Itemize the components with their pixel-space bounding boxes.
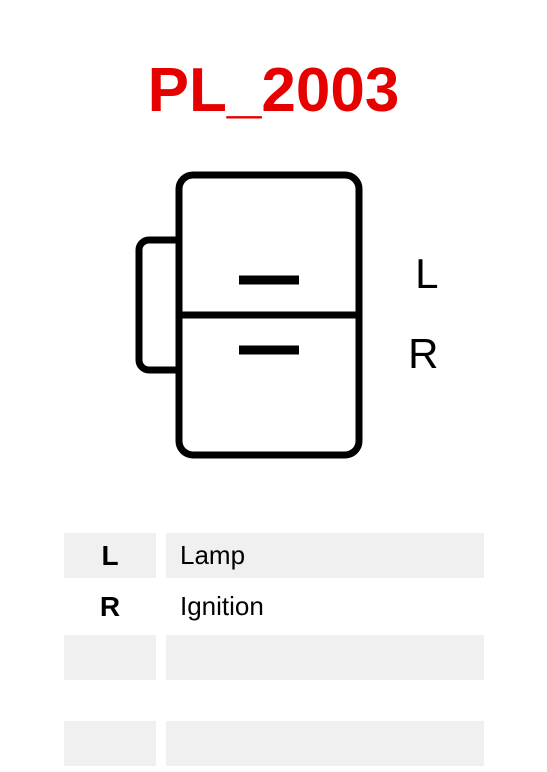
pin-label-L: L	[415, 250, 438, 298]
legend-code: R	[64, 584, 156, 629]
legend-desc: Lamp	[166, 533, 484, 578]
legend-row	[64, 635, 484, 680]
legend-desc: Ignition	[166, 584, 484, 629]
legend-row: L Lamp	[64, 533, 484, 578]
legend-row: R Ignition	[64, 584, 484, 629]
legend-gap	[64, 686, 484, 721]
connector-svg	[124, 170, 384, 470]
legend-desc	[166, 635, 484, 680]
pin-label-R: R	[408, 330, 438, 378]
legend-desc	[166, 721, 484, 766]
legend-table: L Lamp R Ignition	[64, 533, 484, 772]
legend-code	[64, 721, 156, 766]
legend-code	[64, 635, 156, 680]
connector-diagram: L R	[124, 170, 424, 480]
diagram-title: PL_2003	[148, 55, 400, 126]
legend-code: L	[64, 533, 156, 578]
legend-row	[64, 721, 484, 766]
